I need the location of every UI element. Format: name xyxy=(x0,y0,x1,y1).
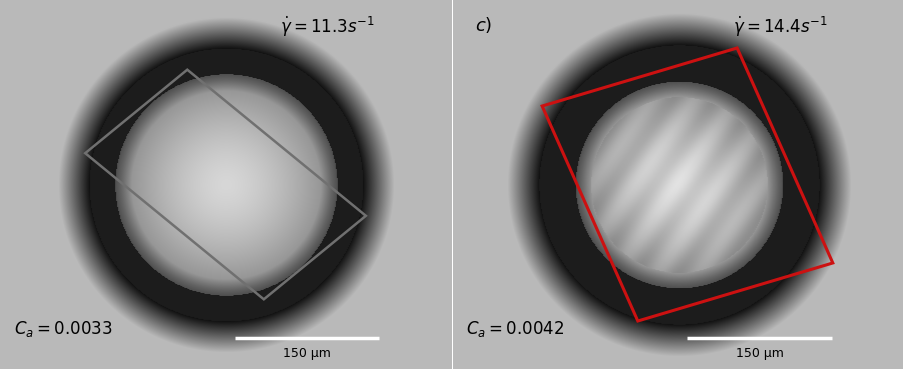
Text: 150 μm: 150 μm xyxy=(735,347,783,360)
Text: $\dot{\gamma} = 14.4s^{-1}$: $\dot{\gamma} = 14.4s^{-1}$ xyxy=(731,15,826,39)
Text: 150 μm: 150 μm xyxy=(283,347,330,360)
Text: $C_a =0.0042$: $C_a =0.0042$ xyxy=(466,320,564,339)
Text: $\dot{\gamma} = 11.3s^{-1}$: $\dot{\gamma} = 11.3s^{-1}$ xyxy=(279,15,374,39)
Text: $c)$: $c)$ xyxy=(475,15,492,35)
Text: $C_a =0.0033$: $C_a =0.0033$ xyxy=(14,320,112,339)
